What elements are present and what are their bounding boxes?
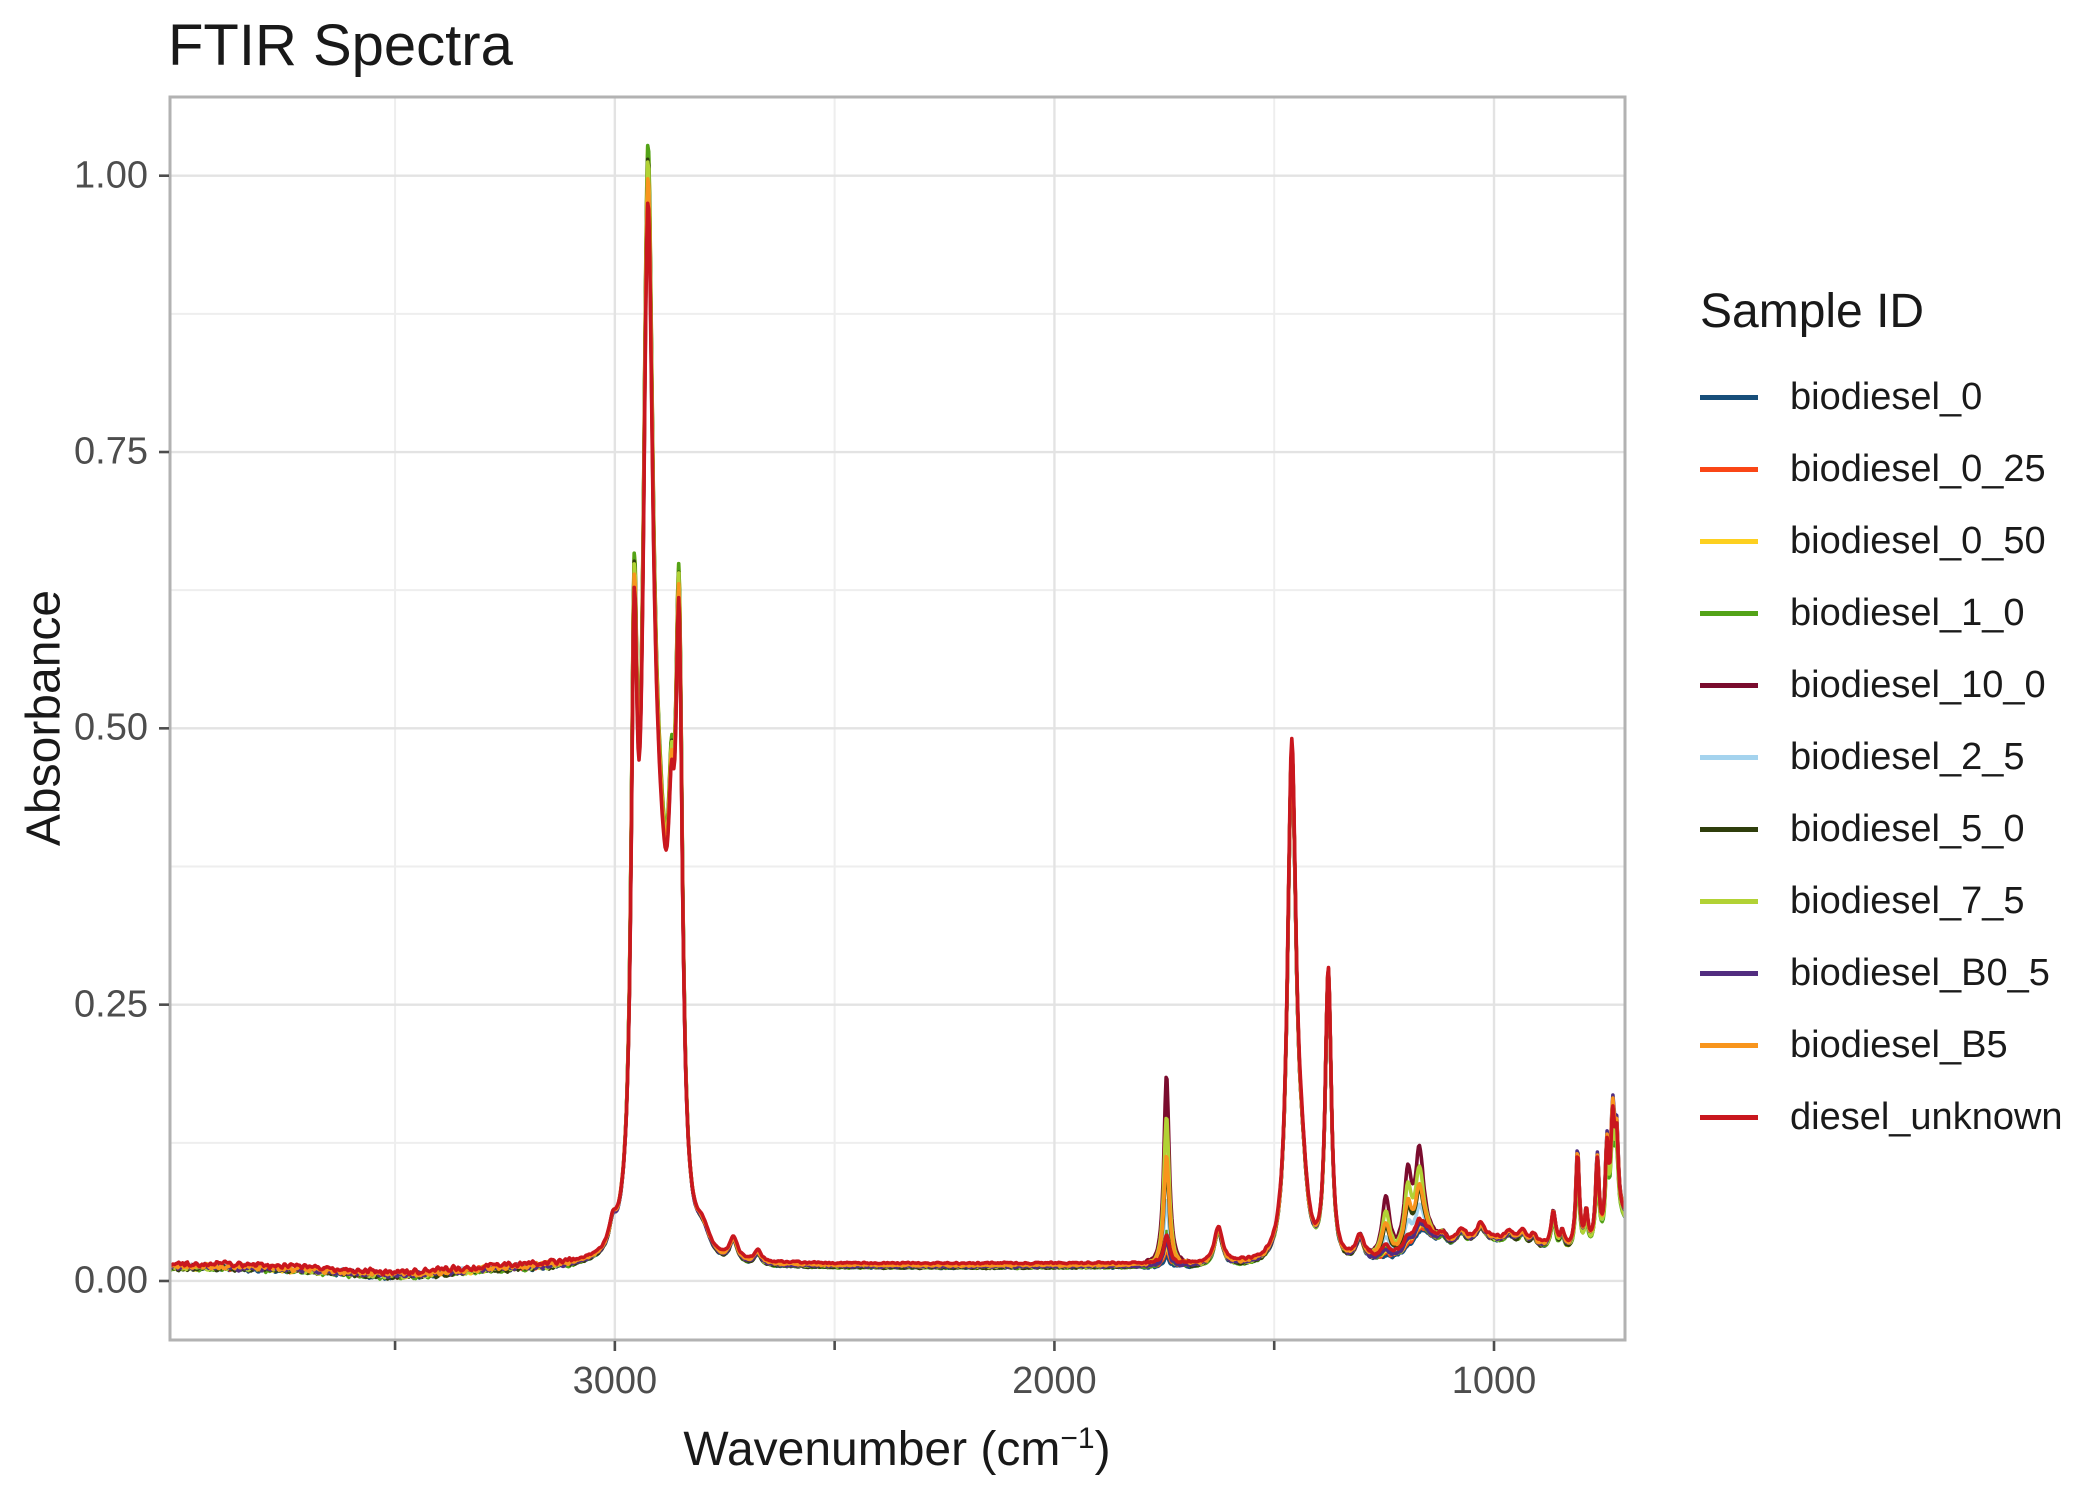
legend-label: biodiesel_5_0 <box>1790 807 2025 850</box>
legend-item-biodiesel_10_0: biodiesel_10_0 <box>1700 649 2063 721</box>
legend-label: biodiesel_0 <box>1790 375 1983 418</box>
legend: Sample ID biodiesel_0 biodiesel_0_25 biodi… <box>1700 284 2063 1153</box>
legend-item-biodiesel_B5: biodiesel_B5 <box>1700 1009 2063 1081</box>
x-axis-title: Wavenumber (cm−1) <box>683 1422 1110 1477</box>
legend-line-swatch <box>1700 1042 1758 1048</box>
y-tick-label: 0.75 <box>74 430 148 473</box>
legend-item-biodiesel_7_5: biodiesel_7_5 <box>1700 865 2063 937</box>
x-tick-label: 1000 <box>1451 1360 1537 1402</box>
legend-item-biodiesel_B0_5: biodiesel_B0_5 <box>1700 937 2063 1009</box>
y-tick-label: 1.00 <box>74 154 148 197</box>
legend-line-swatch <box>1700 394 1758 400</box>
legend-line-swatch <box>1700 826 1758 832</box>
x-axis-title-close: ) <box>1094 1423 1111 1476</box>
x-axis-title-text: Wavenumber (cm <box>683 1423 1061 1476</box>
axis-ticks <box>159 174 1496 1351</box>
legend-line-swatch <box>1700 538 1758 544</box>
legend-line-swatch <box>1700 898 1758 904</box>
legend-item-diesel_unknown: diesel_unknown <box>1700 1081 2063 1153</box>
legend-line-swatch <box>1700 610 1758 616</box>
legend-label: biodiesel_B5 <box>1790 1023 2008 1066</box>
legend-line-swatch <box>1700 466 1758 472</box>
legend-label: biodiesel_1_0 <box>1790 591 2025 634</box>
legend-item-biodiesel_1_0: biodiesel_1_0 <box>1700 577 2063 649</box>
legend-label: biodiesel_0_25 <box>1790 447 2046 490</box>
x-tick-label: 3000 <box>572 1360 658 1402</box>
legend-line-swatch <box>1700 1114 1758 1120</box>
legend-item-biodiesel_0_25: biodiesel_0_25 <box>1700 433 2063 505</box>
x-axis-title-superscript: −1 <box>1060 1422 1095 1455</box>
legend-label: diesel_unknown <box>1790 1095 2063 1138</box>
legend-line-swatch <box>1700 970 1758 976</box>
grid-major <box>170 97 1625 1340</box>
series-lines <box>170 143 1625 1281</box>
y-tick-label: 0.00 <box>74 1259 148 1302</box>
series-line-diesel_unknown <box>170 201 1625 1277</box>
panel-border <box>168 95 1627 1342</box>
legend-label: biodiesel_2_5 <box>1790 735 2025 778</box>
legend-item-biodiesel_0_50: biodiesel_0_50 <box>1700 505 2063 577</box>
legend-label: biodiesel_0_50 <box>1790 519 2046 562</box>
legend-label: biodiesel_10_0 <box>1790 663 2046 706</box>
legend-line-swatch <box>1700 682 1758 688</box>
grid-minor <box>170 97 1625 1340</box>
legend-item-biodiesel_2_5: biodiesel_2_5 <box>1700 721 2063 793</box>
legend-line-swatch <box>1700 754 1758 760</box>
legend-label: biodiesel_7_5 <box>1790 879 2025 922</box>
y-tick-label: 0.25 <box>74 983 148 1026</box>
x-tick-label: 2000 <box>1012 1360 1097 1402</box>
y-tick-label: 0.50 <box>74 706 148 749</box>
chart-title: FTIR Spectra <box>168 13 513 78</box>
y-axis-title: Absorbance <box>17 589 71 847</box>
legend-item-biodiesel_5_0: biodiesel_5_0 <box>1700 793 2063 865</box>
panel-background <box>170 97 1625 1340</box>
legend-label: biodiesel_B0_5 <box>1790 951 2050 994</box>
legend-title: Sample ID <box>1700 285 1925 338</box>
legend-item-biodiesel_0: biodiesel_0 <box>1700 361 2063 433</box>
